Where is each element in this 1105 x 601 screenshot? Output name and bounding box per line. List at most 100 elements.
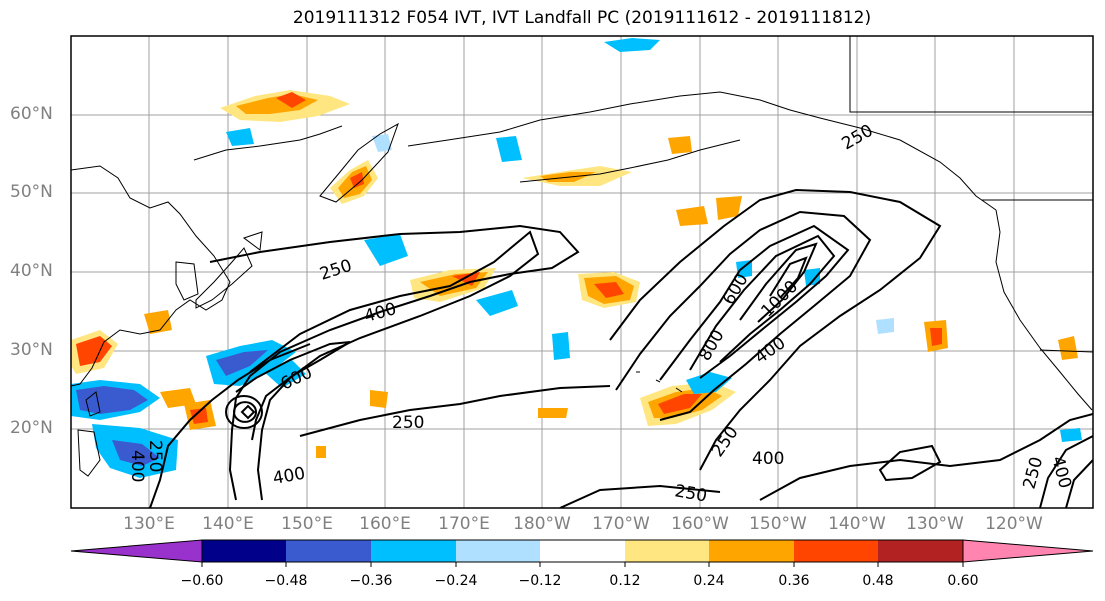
colorbar-tick-label: −0.60	[180, 573, 224, 589]
colorbar-segment	[371, 540, 456, 562]
pc-positive-region	[190, 408, 208, 424]
plot-title: 2019111312 F054 IVT, IVT Landfall PC (20…	[292, 8, 872, 28]
colorbar-segment	[625, 540, 709, 562]
lon-label: 120°W	[985, 514, 1043, 534]
lon-label: 130°E	[123, 514, 175, 534]
colorbar-segment	[878, 540, 963, 562]
pc-positive-region	[1058, 336, 1078, 360]
ivt-contour-800-east	[689, 234, 836, 371]
pc-positive-region	[276, 92, 306, 108]
ivt-contour-400	[249, 230, 540, 501]
colorbar-tick-label: 0.12	[609, 573, 641, 589]
ivt-contour-south	[559, 484, 721, 508]
ivt-contour-loop-se	[878, 444, 942, 482]
pc-shading	[71, 38, 1082, 478]
lat-gridlines	[71, 114, 1093, 430]
lat-label: 50°N	[10, 182, 53, 202]
pc-negative-region	[262, 360, 306, 388]
pc-positive-region	[594, 282, 624, 298]
pc-positive-region	[676, 206, 708, 226]
ivt-contour-250-outer	[149, 343, 311, 508]
ivt-contour-600-east	[659, 224, 850, 381]
philippines-coastline	[77, 429, 101, 477]
kamchatka-coastline	[319, 122, 399, 203]
lat-label: 30°N	[10, 340, 53, 360]
hawaii-islands	[636, 371, 683, 393]
taiwan-coastline	[85, 391, 101, 417]
colorbar-segment	[709, 540, 794, 562]
contour-label: 250	[145, 440, 165, 472]
japan-coastline	[195, 247, 253, 309]
pc-positive-region	[144, 310, 172, 334]
pc-positive-region	[370, 390, 388, 408]
colorbar-tick-label: −0.24	[434, 573, 478, 589]
ivt-contour-250	[299, 385, 611, 437]
pc-positive-region	[658, 394, 702, 414]
ivt-contour-inner-ring	[233, 401, 258, 423]
pc-positive-region	[160, 388, 196, 408]
lat-label: 40°N	[10, 261, 53, 281]
us-mexico-border	[1039, 349, 1093, 353]
lon-label: 140°W	[828, 514, 886, 534]
colorbar-segment	[202, 540, 286, 562]
lon-label: 170°E	[438, 514, 490, 534]
pc-negative-region	[216, 350, 268, 376]
lon-label: 140°E	[202, 514, 254, 534]
pc-negative-region	[112, 440, 160, 466]
ivt-contours	[149, 188, 1093, 508]
pc-positive-region	[350, 172, 364, 188]
ivt-contour-far-east-2	[1065, 459, 1093, 508]
pc-negative-region	[686, 372, 732, 394]
ivt-contour-400-east	[615, 210, 872, 421]
korea-coastline	[175, 261, 199, 301]
pc-positive-region	[538, 408, 568, 418]
colorbar	[70, 539, 1094, 567]
contour-label: 400	[1047, 454, 1075, 491]
ivt-contour-far-east	[1039, 435, 1093, 508]
pc-negative-region	[804, 268, 820, 286]
pc-negative-region	[604, 38, 660, 52]
ivt-contour-south-east	[759, 413, 1093, 501]
colorbar-tick-label: 0.36	[778, 573, 810, 589]
pc-negative-region	[226, 128, 254, 146]
colorbar-segment	[286, 540, 371, 562]
contour-label: 250	[839, 121, 877, 155]
contour-label: 400	[271, 464, 306, 489]
pc-positive-region	[316, 446, 326, 458]
contour-label: 400	[751, 333, 789, 368]
north-america-coastline	[995, 209, 1093, 411]
colorbar-tick-label: −0.48	[264, 573, 308, 589]
ivt-contour-1000-east	[739, 242, 818, 323]
ivt-contour-core	[240, 404, 256, 420]
pc-negative-region	[1060, 428, 1082, 442]
okhotsk-coastline	[193, 125, 343, 161]
pc-negative-region	[364, 234, 408, 266]
lon-label: 130°W	[906, 514, 964, 534]
colorbar-segment	[540, 540, 625, 562]
colorbar-tick-label: 0.24	[693, 573, 725, 589]
contour-label: 250	[392, 413, 424, 433]
pc-positive-region	[668, 136, 692, 154]
ivt-contour-inner-east	[769, 256, 808, 299]
colorbar-segment	[794, 540, 878, 562]
lat-label: 60°N	[10, 104, 53, 124]
canada-border	[849, 36, 1093, 113]
colorbar-tick-label: 0.60	[947, 573, 979, 589]
lon-label: 160°W	[671, 514, 729, 534]
japan-north-coastline	[242, 231, 263, 251]
coastlines	[71, 36, 1093, 477]
pc-negative-region	[876, 318, 894, 334]
ivt-contour-250	[209, 224, 580, 501]
pc-negative-region	[372, 134, 392, 152]
lon-label: 170°W	[592, 514, 650, 534]
colorbar-ticks	[201, 562, 964, 567]
ivt-contour-250-east	[609, 188, 942, 471]
contour-label: 250	[1020, 455, 1048, 492]
colorbar-tick-label: 0.48	[862, 573, 894, 589]
pc-negative-region	[496, 136, 522, 162]
pc-positive-region	[452, 272, 480, 286]
lat-label: 20°N	[10, 418, 53, 438]
ivt-contour-inner-ring	[225, 395, 264, 429]
lon-label: 160°E	[359, 514, 411, 534]
